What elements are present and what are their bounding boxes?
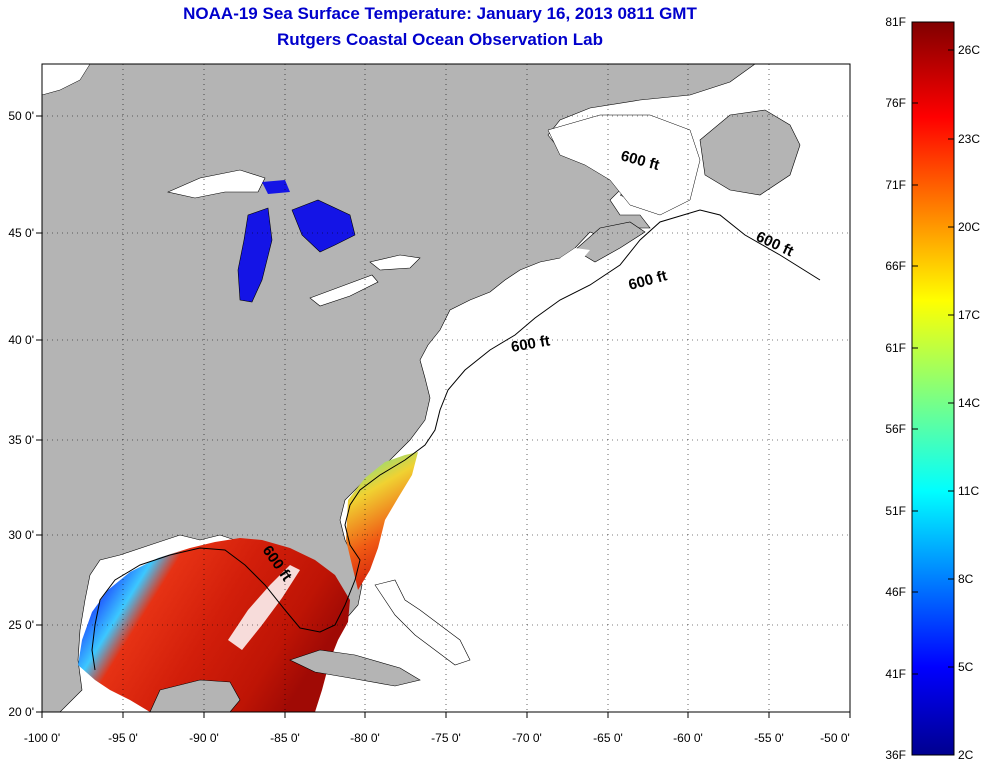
- lat-tick-label: 45 0': [8, 226, 34, 240]
- lake-superior: [167, 169, 266, 199]
- colorbar-f-label: 46F: [885, 585, 906, 599]
- lon-tick-label: -50 0': [820, 731, 850, 745]
- colorbar-c-label: 14C: [958, 396, 980, 410]
- colorbar: [911, 21, 955, 756]
- isobath-600ft: [91, 209, 821, 671]
- lat-tick-label: 20 0': [8, 705, 34, 719]
- lat-tick-label: 50 0': [8, 109, 34, 123]
- hudson-bay: [42, 64, 91, 96]
- lake-michigan: [237, 207, 273, 303]
- lon-gridlines: [122, 64, 770, 712]
- contour-label-600ft-4: 600 ft: [510, 332, 552, 356]
- lat-tick-label: 25 0': [8, 618, 34, 632]
- lon-axis: [41, 712, 851, 718]
- colorbar-f-label: 51F: [885, 504, 906, 518]
- colorbar-f-ticks: [912, 21, 918, 756]
- lon-tick-label: -90 0': [189, 731, 219, 745]
- colorbar-c-label: 26C: [958, 43, 980, 57]
- lon-tick-label: -85 0': [270, 731, 300, 745]
- colorbar-f-label: 81F: [885, 15, 906, 29]
- lon-tick-label: -65 0': [593, 731, 623, 745]
- land-cuba: [289, 649, 421, 687]
- colorbar-c-label: 5C: [958, 660, 974, 674]
- land-nova-scotia: [574, 221, 646, 263]
- lon-tick-label: -80 0': [350, 731, 380, 745]
- gulf-of-st-lawrence: [547, 114, 701, 216]
- lake-huron: [291, 199, 356, 253]
- lat-tick-label: 40 0': [8, 333, 34, 347]
- colorbar-f-label: 56F: [885, 422, 906, 436]
- map-title: NOAA-19 Sea Surface Temperature: January…: [183, 4, 697, 23]
- colorbar-f-label: 76F: [885, 96, 906, 110]
- lat-tick-label: 30 0': [8, 528, 34, 542]
- lon-tick-label: -95 0': [108, 731, 138, 745]
- colorbar-c-label: 23C: [958, 132, 980, 146]
- colorbar-f-label: 71F: [885, 178, 906, 192]
- colorbar-c-label: 20C: [958, 220, 980, 234]
- bahamas-outline: [374, 579, 471, 666]
- lon-tick-label: -70 0': [512, 731, 542, 745]
- lon-tick-label: -55 0': [754, 731, 784, 745]
- colorbar-c-label: 17C: [958, 308, 980, 322]
- colorbar-c-label: 8C: [958, 572, 974, 586]
- colorbar-f-label: 61F: [885, 341, 906, 355]
- colorbar-f-label: 66F: [885, 259, 906, 273]
- colorbar-c-ticks: [948, 49, 954, 756]
- lat-axis: [36, 115, 42, 713]
- colorbar-f-label: 36F: [885, 748, 906, 762]
- lon-tick-label: -100 0': [24, 731, 60, 745]
- lake-erie: [309, 274, 379, 307]
- lon-tick-label: -75 0': [431, 731, 461, 745]
- lon-tick-label: -60 0': [673, 731, 703, 745]
- land-yucatan: [149, 679, 241, 712]
- colorbar-c-label: 2C: [958, 748, 974, 762]
- bay-of-fundy: [560, 248, 590, 262]
- land-newfoundland: [699, 109, 801, 196]
- map-subtitle: Rutgers Coastal Ocean Observation Lab: [277, 30, 603, 49]
- sst-gulf-white-streak: [228, 565, 300, 650]
- lake-superior-sst: [262, 180, 290, 194]
- lake-ontario: [369, 254, 421, 271]
- colorbar-f-label: 41F: [885, 667, 906, 681]
- colorbar-c-label: 11C: [958, 484, 979, 498]
- lat-tick-label: 35 0': [8, 433, 34, 447]
